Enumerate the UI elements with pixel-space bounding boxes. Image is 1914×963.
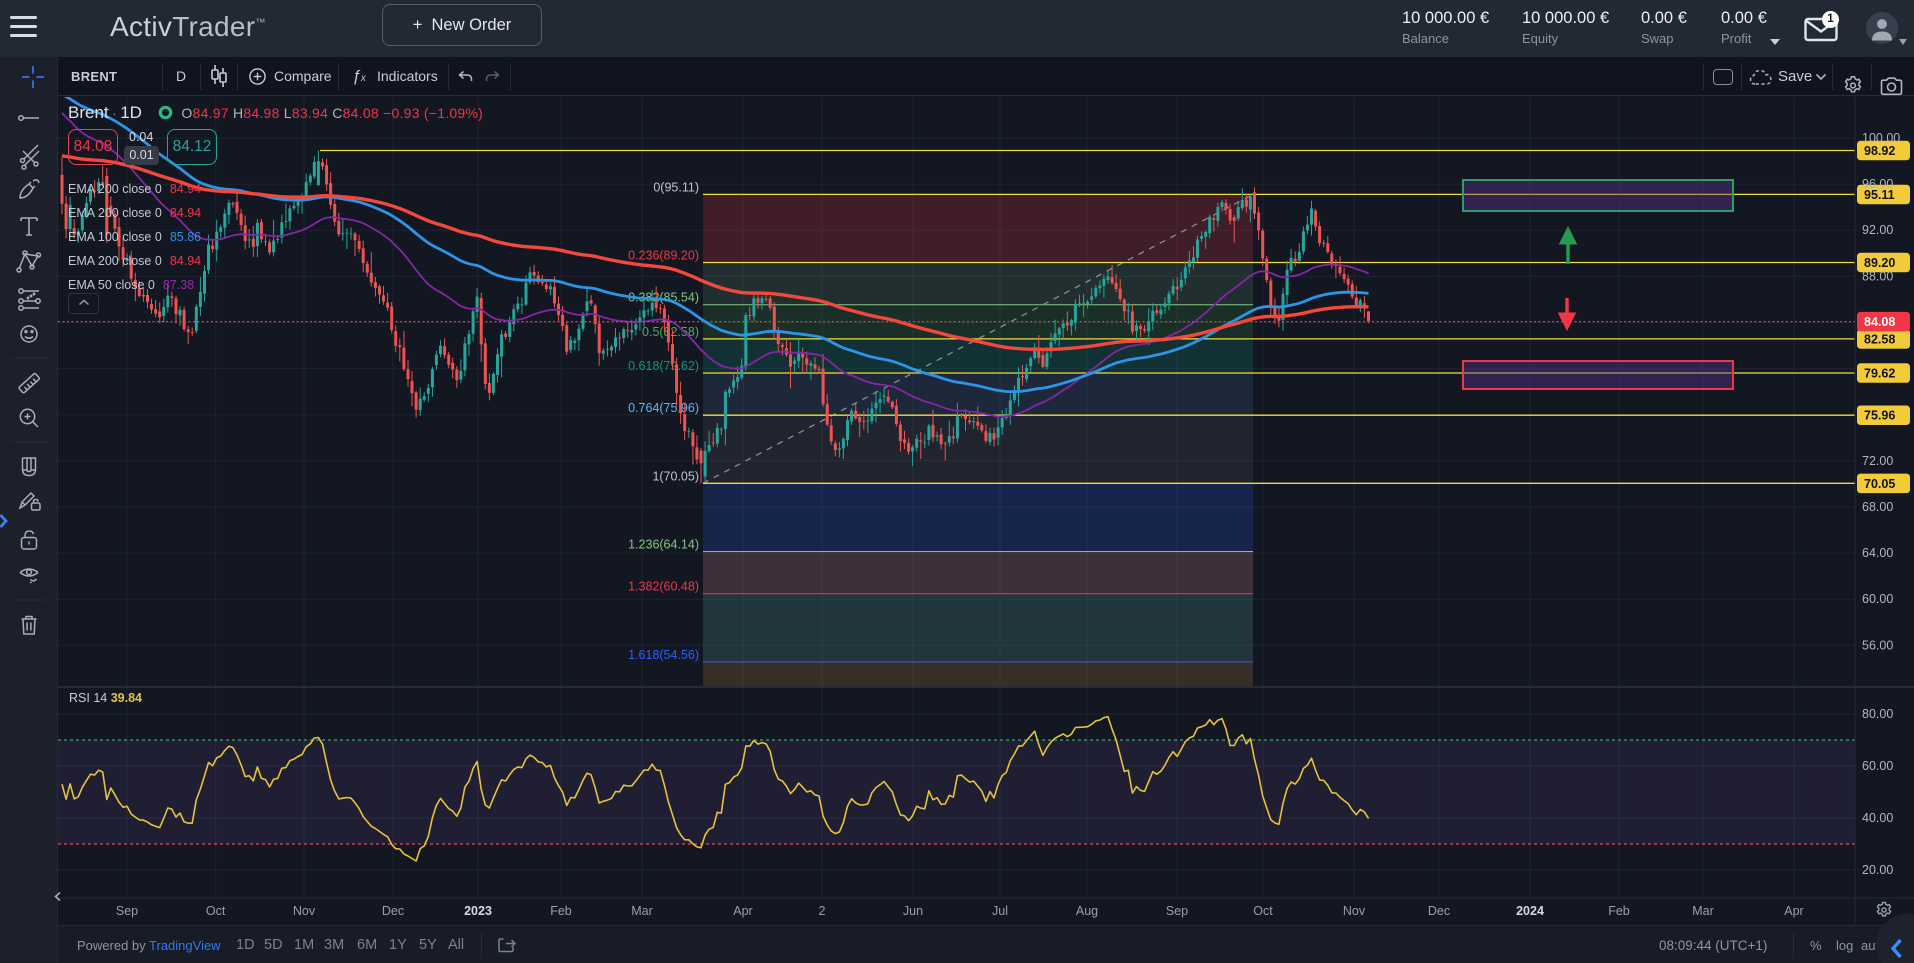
svg-text:Apr: Apr: [733, 904, 752, 918]
svg-text:20.00: 20.00: [1862, 863, 1893, 877]
svg-text:2023: 2023: [464, 904, 492, 918]
svg-text:92.00: 92.00: [1862, 223, 1893, 237]
svg-text:2: 2: [819, 904, 826, 918]
svg-text:56.00: 56.00: [1862, 638, 1893, 652]
svg-text:68.00: 68.00: [1862, 500, 1893, 514]
svg-text:72.00: 72.00: [1862, 454, 1893, 468]
svg-text:95.11: 95.11: [1864, 188, 1895, 202]
svg-text:84.08: 84.08: [1864, 315, 1895, 329]
svg-text:Jul: Jul: [992, 904, 1008, 918]
svg-text:98.92: 98.92: [1864, 144, 1895, 158]
svg-text:79.62: 79.62: [1864, 367, 1895, 381]
svg-text:0.764(75.96): 0.764(75.96): [628, 401, 699, 415]
svg-text:75.96: 75.96: [1864, 409, 1895, 423]
svg-text:Nov: Nov: [1343, 904, 1366, 918]
svg-text:0.382(85.54): 0.382(85.54): [628, 291, 699, 305]
svg-text:1.236(64.14): 1.236(64.14): [628, 538, 699, 552]
svg-text:Sep: Sep: [116, 904, 138, 918]
svg-text:60.00: 60.00: [1862, 592, 1893, 606]
svg-text:88.00: 88.00: [1862, 269, 1893, 283]
svg-text:96.00: 96.00: [1862, 177, 1893, 191]
svg-text:100.00: 100.00: [1862, 131, 1900, 145]
svg-text:Sep: Sep: [1166, 904, 1188, 918]
svg-text:40.00: 40.00: [1862, 811, 1893, 825]
svg-text:Nov: Nov: [293, 904, 316, 918]
svg-text:82.58: 82.58: [1864, 332, 1895, 346]
svg-text:60.00: 60.00: [1862, 759, 1893, 773]
svg-text:Dec: Dec: [1428, 904, 1450, 918]
svg-text:Jun: Jun: [903, 904, 923, 918]
svg-text:0.618(79.62): 0.618(79.62): [628, 359, 699, 373]
svg-text:Oct: Oct: [206, 904, 226, 918]
svg-text:2024: 2024: [1516, 904, 1544, 918]
svg-text:80.00: 80.00: [1862, 707, 1893, 721]
svg-text:Feb: Feb: [1608, 904, 1630, 918]
svg-text:70.05: 70.05: [1864, 477, 1895, 491]
svg-text:64.00: 64.00: [1862, 546, 1893, 560]
svg-text:1.618(54.56): 1.618(54.56): [628, 648, 699, 662]
svg-text:1.382(60.48): 1.382(60.48): [628, 580, 699, 594]
svg-text:0.236(89.20): 0.236(89.20): [628, 249, 699, 263]
svg-text:Apr: Apr: [1784, 904, 1803, 918]
svg-text:Mar: Mar: [631, 904, 653, 918]
svg-text:Dec: Dec: [382, 904, 404, 918]
svg-text:0(95.11): 0(95.11): [653, 180, 699, 194]
svg-text:RSI 14 39.84: RSI 14 39.84: [69, 691, 142, 705]
svg-text:Mar: Mar: [1692, 904, 1714, 918]
svg-text:Feb: Feb: [550, 904, 572, 918]
svg-text:89.20: 89.20: [1864, 256, 1895, 270]
svg-text:1(70.05): 1(70.05): [652, 469, 699, 483]
svg-text:0.5(82.58): 0.5(82.58): [642, 325, 699, 339]
svg-text:Oct: Oct: [1253, 904, 1273, 918]
svg-text:Aug: Aug: [1076, 904, 1098, 918]
